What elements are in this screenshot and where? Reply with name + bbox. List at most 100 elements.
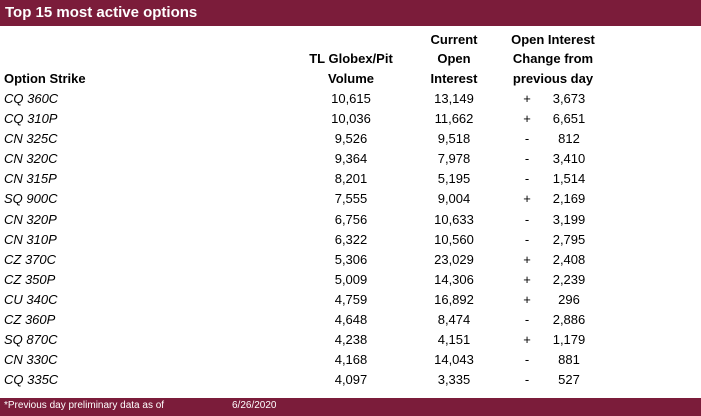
option-strike-cell: SQ 900C <box>4 191 58 207</box>
option-strike-cell: CN 325C <box>4 131 58 147</box>
change-sign-cell: + <box>523 251 531 267</box>
volume-cell: 4,759 <box>334 291 368 307</box>
open-interest-cell: 10,633 <box>434 211 474 227</box>
change-value-cell: 3,673 <box>552 91 586 106</box>
table-row: CN 330C 4,168 14,043 - 881 <box>0 350 701 370</box>
header-oi-line-2: Open <box>437 51 471 66</box>
volume-cell: 4,097 <box>334 372 368 388</box>
change-value-cell: 2,239 <box>552 271 586 287</box>
volume-cell: 4,238 <box>334 332 368 348</box>
open-interest-cell: 7,978 <box>437 151 471 167</box>
change-value-cell: 527 <box>558 372 580 388</box>
change-sign-cell: - <box>524 151 530 167</box>
volume-cell: 4,168 <box>334 352 368 368</box>
header-option-strike-label: Option Strike <box>4 70 86 86</box>
table-row: CN 315P 8,201 5,195 - 1,514 <box>0 169 701 189</box>
option-strike-cell: CN 315P <box>4 171 57 187</box>
open-interest-cell: 4,151 <box>437 332 471 348</box>
table-row: CZ 350P 5,009 14,306 +2,239 <box>0 270 701 290</box>
option-strike-cell: CZ 360P <box>4 312 56 328</box>
header-volume-line-2: Volume <box>328 70 374 86</box>
header-oi-line-3: Interest <box>430 70 478 86</box>
change-sign-cell: - <box>524 231 530 247</box>
change-sign-cell: + <box>523 271 531 287</box>
option-strike-cell: CN 320C <box>4 151 58 167</box>
change-value-cell: 3,410 <box>552 151 586 167</box>
option-strike-cell: CU 340C <box>4 291 58 307</box>
change-value-cell: 2,886 <box>552 312 586 328</box>
change-sign-cell: - <box>524 312 530 328</box>
table-title: Top 15 most active options <box>0 0 701 26</box>
table-row: CQ 310P 10,036 11,662 +6,651 <box>0 109 701 129</box>
volume-cell: 10,036 <box>331 111 371 127</box>
header-volume-line-1: TL Globex/Pit <box>309 51 393 66</box>
volume-cell: 6,322 <box>334 231 368 247</box>
volume-cell: 9,526 <box>334 131 368 147</box>
change-sign-cell: + <box>523 91 531 106</box>
volume-cell: 6,756 <box>334 211 368 227</box>
table-row: CN 320P 6,756 10,633 - 3,199 <box>0 210 701 230</box>
header-change-line-1: Open Interest <box>511 31 595 47</box>
open-interest-cell: 14,306 <box>434 271 474 287</box>
open-interest-cell: 10,560 <box>434 231 474 247</box>
change-value-cell: 881 <box>558 352 580 368</box>
volume-cell: 5,009 <box>334 271 368 287</box>
option-strike-cell: CQ 335C <box>4 372 59 388</box>
change-sign-cell: - <box>524 131 530 147</box>
header-volume: TL Globex/Pit Volume <box>294 26 408 88</box>
change-value-cell: 2,169 <box>552 191 586 207</box>
change-value-cell: 1,179 <box>552 332 586 348</box>
volume-cell: 7,555 <box>334 191 368 207</box>
change-sign-cell: - <box>524 171 530 187</box>
option-strike-cell: CZ 370C <box>4 251 57 267</box>
change-sign-cell: + <box>523 191 531 207</box>
table-row: CQ 360C 10,615 13,149 +3,673 <box>0 89 701 109</box>
change-value-cell: 812 <box>558 131 580 147</box>
option-strike-cell: CN 330C <box>4 352 58 368</box>
header-option-strike: Option Strike <box>4 26 204 88</box>
change-sign-cell: - <box>524 211 530 227</box>
table-row: CN 310P 6,322 10,560 - 2,795 <box>0 230 701 250</box>
change-sign-cell: - <box>524 352 530 368</box>
open-interest-cell: 16,892 <box>434 291 474 307</box>
change-sign-cell: + <box>523 291 531 307</box>
footer-date: 6/26/2020 <box>232 400 277 411</box>
open-interest-cell: 9,004 <box>437 191 471 207</box>
change-value-cell: 1,514 <box>552 171 586 187</box>
table-row: CZ 370C 5,306 23,029 +2,408 <box>0 250 701 270</box>
header-oi-line-1: Current <box>430 31 478 47</box>
open-interest-cell: 14,043 <box>434 352 474 368</box>
open-interest-cell: 8,474 <box>437 312 471 328</box>
header-change-line-3: previous day <box>512 70 594 86</box>
table-row: CZ 360P 4,648 8,474 - 2,886 <box>0 310 701 330</box>
option-strike-cell: CQ 360C <box>4 91 59 106</box>
volume-cell: 8,201 <box>334 171 368 187</box>
open-interest-cell: 23,029 <box>434 251 474 267</box>
open-interest-cell: 9,518 <box>437 131 471 147</box>
table-row: SQ 900C 7,555 9,004 +2,169 <box>0 189 701 209</box>
table-row: CQ 335C 4,097 3,335 - 527 <box>0 370 701 390</box>
change-value-cell: 3,199 <box>552 211 586 227</box>
volume-cell: 10,615 <box>331 91 371 106</box>
table-body: CQ 360C 10,615 13,149 +3,673 CQ 310P 10,036 11… <box>0 89 701 390</box>
volume-cell: 9,364 <box>334 151 368 167</box>
header-open-interest: Current Open Interest <box>408 26 500 88</box>
footer-note: *Previous day preliminary data as of <box>4 400 165 411</box>
option-strike-cell: CN 310P <box>4 231 57 247</box>
volume-cell: 5,306 <box>334 251 368 267</box>
table-row: CN 320C 9,364 7,978 - 3,410 <box>0 149 701 169</box>
change-value-cell: 296 <box>558 291 580 307</box>
header-change-line-2: Change from <box>512 51 594 66</box>
header-oi-change: Open Interest Change from previous day <box>496 26 610 88</box>
option-strike-cell: CN 320P <box>4 211 57 227</box>
open-interest-cell: 11,662 <box>434 111 474 127</box>
option-strike-cell: CZ 350P <box>4 271 56 287</box>
open-interest-cell: 5,195 <box>437 171 471 187</box>
footer-bar: *Previous day preliminary data as of 6/2… <box>0 398 701 416</box>
table-row: CU 340C 4,759 16,892 +296 <box>0 290 701 310</box>
change-value-cell: 2,795 <box>552 231 586 247</box>
change-value-cell: 6,651 <box>552 111 586 127</box>
table-row: CN 325C 9,526 9,518 - 812 <box>0 129 701 149</box>
table-row: SQ 870C 4,238 4,151 +1,179 <box>0 330 701 350</box>
change-sign-cell: + <box>523 111 531 127</box>
